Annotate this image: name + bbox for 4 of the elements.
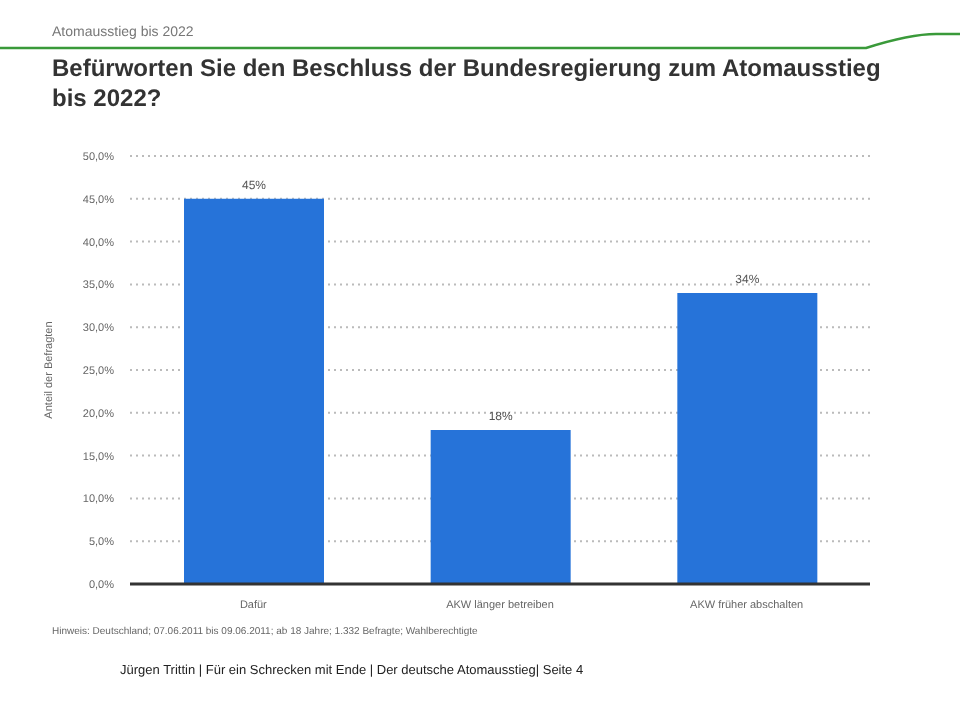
bar: [677, 292, 818, 584]
chart-title: Befürworten Sie den Beschluss der Bundesregierung zum Atomausstieg bis 2022?: [52, 54, 883, 114]
bar: [430, 429, 571, 584]
bar: [184, 198, 324, 584]
